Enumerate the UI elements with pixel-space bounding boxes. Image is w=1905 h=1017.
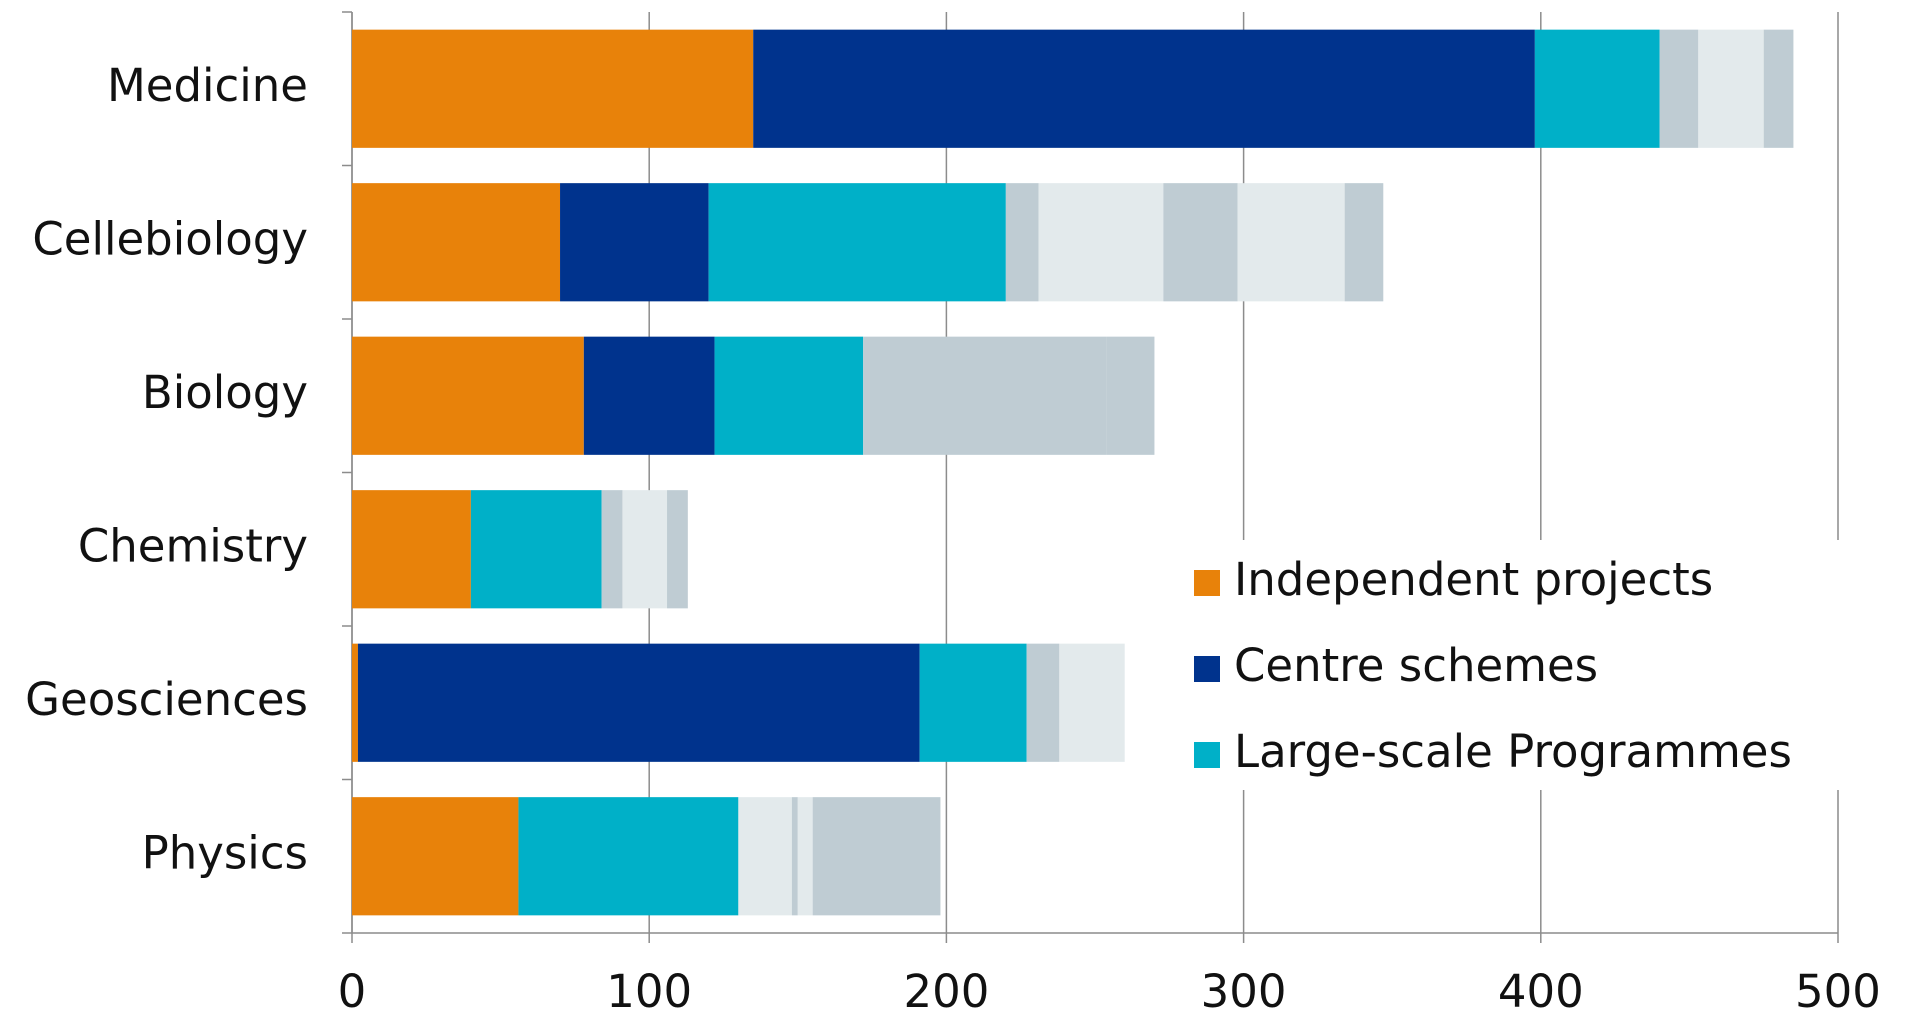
bar-segment (667, 490, 688, 609)
y-tick-label: Biology (142, 366, 308, 419)
bar-segment (919, 643, 1027, 762)
y-tick-label: Chemistry (78, 519, 308, 572)
legend-label: Centre schemes (1234, 639, 1598, 692)
bar-segment (352, 29, 754, 148)
bar-segment (1344, 183, 1384, 302)
bar-segment (1763, 29, 1794, 148)
x-tick-label: 100 (606, 965, 692, 1017)
bar-segment (1005, 183, 1039, 302)
bar-segment (352, 490, 471, 609)
bar-segment (708, 183, 1006, 302)
bar-segment (1698, 29, 1764, 148)
bar-segment (1041, 336, 1107, 455)
bar-segment (518, 797, 739, 916)
bar-segment (1237, 183, 1345, 302)
legend-swatch (1194, 656, 1220, 682)
bar-segment (1059, 643, 1125, 762)
bar-segment (738, 797, 792, 916)
bar-segment (1038, 183, 1164, 302)
bar-segment (812, 797, 941, 916)
bar-segment (352, 183, 561, 302)
legend-swatch (1194, 570, 1220, 596)
bar-segment (714, 336, 864, 455)
bar-segment (1026, 643, 1060, 762)
bar-segment (583, 336, 715, 455)
legend-swatch (1194, 742, 1220, 768)
bar-segment (352, 336, 584, 455)
bar-segment (791, 797, 798, 916)
x-tick-label: 0 (338, 965, 367, 1017)
bar-segment (1106, 336, 1155, 455)
bar-segment (753, 29, 1535, 148)
y-tick-label: Physics (142, 826, 308, 879)
x-tick-label: 300 (1201, 965, 1287, 1017)
bar-segment (357, 643, 920, 762)
legend-label: Large-scale Programmes (1234, 725, 1792, 778)
bar-segment (470, 490, 602, 609)
bar-segment (1659, 29, 1699, 148)
y-tick-label: Medicine (107, 59, 308, 112)
x-tick-label: 400 (1498, 965, 1584, 1017)
y-tick-label: Geosciences (25, 673, 308, 726)
bar-segment (560, 183, 709, 302)
bar-segment (622, 490, 668, 609)
x-tick-label: 500 (1795, 965, 1881, 1017)
legend-box (1172, 540, 1877, 790)
y-tick-label: Cellebiology (32, 212, 308, 265)
bar-segment (1534, 29, 1660, 148)
plot-area (352, 12, 1838, 933)
bar-segment (601, 490, 623, 609)
x-tick-label: 200 (903, 965, 989, 1017)
bar-segment (352, 797, 519, 916)
bar-segment (797, 797, 813, 916)
bar-segment (352, 643, 358, 762)
bar-segment (1163, 183, 1238, 302)
legend-label: Independent projects (1234, 553, 1713, 606)
bar-segment (863, 336, 1042, 455)
